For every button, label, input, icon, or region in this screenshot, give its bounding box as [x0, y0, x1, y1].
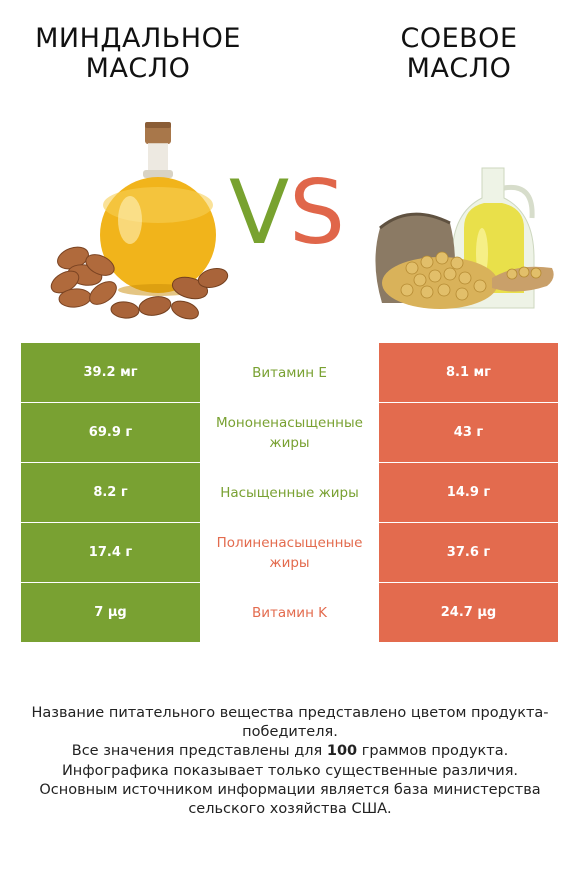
nutrient-label: Насыщенные жиры	[200, 462, 379, 522]
comparison-table: 39.2 мг Витамин E 8.1 мг 69.9 г Мононена…	[21, 343, 558, 642]
nutrient-label: Полиненасыщенные жиры	[200, 522, 379, 582]
soybean-oil-image	[375, 167, 554, 309]
table-row: 69.9 г Мононенасыщенные жиры 43 г	[21, 402, 558, 462]
left-product-title: МИНДАЛЬНОЕ МАСЛО	[35, 23, 241, 84]
left-value: 69.9 г	[21, 402, 200, 462]
nutrient-label: Витамин E	[200, 343, 379, 402]
footer-line-4: Основным источником информации является …	[39, 781, 541, 818]
nutrient-label: Мононенасыщенные жиры	[200, 402, 379, 462]
vs-label: VS	[222, 168, 352, 258]
vs-letter-v: V	[228, 161, 290, 264]
left-value: 8.2 г	[21, 462, 200, 522]
table-row: 39.2 мг Витамин E 8.1 мг	[21, 343, 558, 402]
footer-line-2-post: граммов продукта.	[357, 743, 509, 760]
footer-line-3: Инфографика показывает только существенн…	[61, 762, 519, 779]
right-value: 8.1 мг	[379, 343, 558, 402]
footer-line-2: Все значения представлены для 100 граммо…	[20, 742, 560, 761]
right-value: 14.9 г	[379, 462, 558, 522]
table-row: 7 µg Витамин K 24.7 µg	[21, 582, 558, 642]
left-value: 17.4 г	[21, 522, 200, 582]
footer-note: Название питательного вещества представл…	[20, 704, 560, 819]
footer-line-2-bold: 100	[326, 743, 358, 760]
footer-line-1: Название питательного вещества представл…	[31, 705, 549, 741]
almond-oil-image	[50, 122, 229, 320]
left-value: 7 µg	[21, 582, 200, 642]
table-row: 17.4 г Полиненасыщенные жиры 37.6 г	[21, 522, 558, 582]
right-value: 43 г	[379, 402, 558, 462]
nutrient-label: Витамин K	[200, 582, 379, 642]
right-value: 24.7 µg	[379, 582, 558, 642]
vs-letter-s: S	[289, 161, 346, 264]
footer-line-2-pre: Все значения представлены для	[71, 743, 327, 760]
table-row: 8.2 г Насыщенные жиры 14.9 г	[21, 462, 558, 522]
right-value: 37.6 г	[379, 522, 558, 582]
left-value: 39.2 мг	[21, 343, 200, 402]
right-product-title: СОЕВОЕ МАСЛО	[400, 23, 518, 84]
